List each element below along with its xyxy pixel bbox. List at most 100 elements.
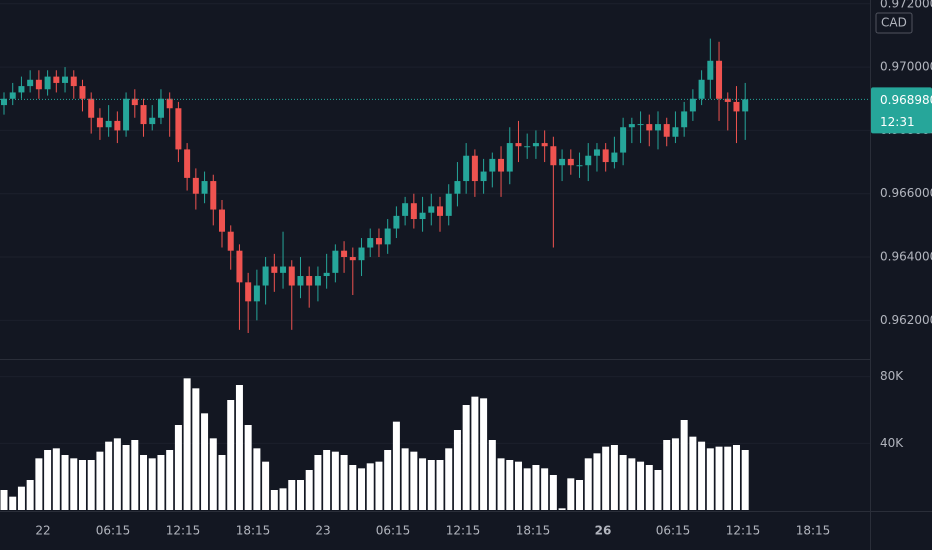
volume-bar — [480, 398, 488, 510]
volume-bar — [384, 450, 392, 510]
candle-body — [192, 177, 199, 194]
candle-body — [341, 250, 348, 258]
volume-bar — [358, 468, 366, 510]
candle-body — [384, 228, 391, 245]
candle-body — [140, 105, 147, 125]
candle-body — [410, 203, 417, 220]
candle-body — [105, 120, 112, 128]
volume-bar — [314, 455, 322, 510]
candle-body — [210, 181, 217, 210]
candle-body — [9, 92, 16, 99]
candle-body — [524, 146, 531, 148]
x-tick-label: 18:15 — [236, 524, 271, 538]
volume-bar — [724, 446, 732, 510]
candle-body — [559, 158, 566, 166]
volume-bar — [436, 460, 444, 510]
volume-bar — [87, 460, 95, 510]
volume-bar — [61, 455, 69, 510]
candle-body — [184, 149, 191, 178]
price-tag — [871, 87, 932, 134]
candle-body — [681, 111, 688, 128]
volume-bar — [305, 470, 313, 510]
y-tick-label: 0.972000 — [880, 0, 932, 10]
volume-bar — [506, 460, 514, 510]
volume-bar — [157, 455, 165, 510]
candle-body — [498, 158, 505, 172]
volume-bar — [0, 490, 8, 510]
volume-bar — [671, 438, 679, 510]
volume-bar — [96, 451, 104, 510]
candle-body — [463, 155, 470, 182]
candle-body — [236, 250, 243, 283]
volume-bar — [462, 405, 470, 510]
volume-bar — [349, 465, 357, 510]
volume-bar — [235, 385, 243, 510]
volume-bar — [323, 450, 331, 510]
candle-body — [393, 215, 400, 229]
volume-bar — [558, 508, 566, 510]
volume-bar — [70, 458, 78, 510]
volume-bar — [637, 461, 645, 510]
volume-bar — [35, 458, 43, 510]
volume-bar — [445, 448, 453, 510]
candle-body — [175, 108, 182, 150]
volume-bar — [122, 445, 130, 510]
candle-body — [428, 206, 435, 213]
candle-body — [419, 212, 426, 220]
candle-body — [253, 285, 260, 302]
volume-bar — [497, 458, 505, 510]
candle-body — [323, 272, 330, 277]
candle-body — [489, 158, 496, 172]
candle-body — [314, 276, 321, 286]
volume-bar — [166, 450, 174, 510]
volume-bar — [645, 465, 653, 510]
volume-bar — [663, 440, 671, 510]
y-tick-label: 0.966000 — [880, 186, 932, 200]
y-tick-label: 0.962000 — [880, 313, 932, 327]
volume-bar — [140, 455, 148, 510]
candle-body — [157, 98, 164, 118]
candle-body — [44, 76, 51, 90]
volume-bar — [201, 413, 209, 510]
candle-body — [1, 98, 7, 106]
volume-bar — [192, 388, 200, 510]
volume-bar — [375, 461, 383, 510]
candle-body — [88, 98, 95, 118]
candle-body — [445, 193, 452, 216]
axis: 0.9620000.9640000.9660000.9680000.970000… — [35, 0, 932, 538]
candle-body — [716, 60, 723, 99]
volume-bar — [262, 461, 270, 510]
volume-bar — [174, 425, 182, 510]
volume-bar — [602, 446, 610, 510]
volume-bar — [741, 450, 749, 510]
candle-body — [532, 143, 539, 147]
candle-body — [53, 76, 60, 83]
volume-bar — [523, 468, 531, 510]
candle-body — [602, 149, 609, 163]
volume-bar — [488, 440, 496, 510]
candle-body — [593, 149, 600, 156]
countdown: 12:31 — [880, 115, 915, 129]
volume-bar — [576, 480, 584, 510]
volume-bar — [715, 446, 723, 510]
y-tick-label: 80K — [880, 369, 904, 383]
candle-body — [515, 143, 522, 147]
x-tick-label: 12:15 — [166, 524, 201, 538]
grid — [0, 3, 870, 444]
candle-body — [672, 127, 679, 137]
volume-bar — [689, 436, 697, 510]
candle-body — [123, 98, 130, 131]
volume-bar — [453, 430, 461, 510]
candle-body — [96, 117, 103, 128]
candle-body — [663, 124, 670, 137]
volume-bar — [410, 451, 418, 510]
volume-bar — [514, 461, 522, 510]
volume-bar — [52, 448, 60, 510]
candle-body — [437, 206, 443, 216]
volume-bar — [619, 455, 627, 510]
volume-bar — [183, 378, 191, 510]
x-tick-label: 12:15 — [446, 524, 481, 538]
candle-body — [166, 98, 173, 109]
volume-bar — [131, 440, 139, 510]
volume-bar — [628, 458, 636, 510]
